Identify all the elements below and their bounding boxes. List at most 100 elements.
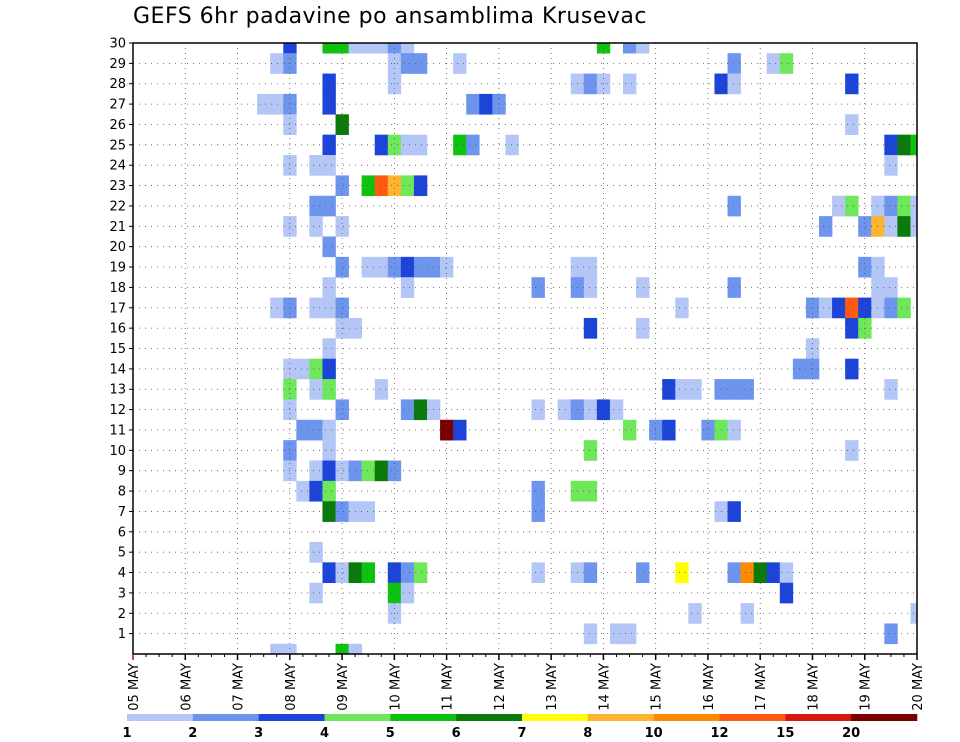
heatmap-cell [309, 419, 323, 441]
y-tick-label: 12 [109, 403, 126, 418]
heatmap-cell [335, 256, 349, 278]
heatmap-cell [858, 216, 872, 237]
colorbar-swatch [851, 714, 918, 721]
heatmap-cell [400, 134, 415, 156]
heatmap-cell [845, 358, 859, 380]
heatmap-cell [322, 43, 336, 54]
y-tick-label: 29 [109, 57, 126, 72]
heatmap-cell [309, 541, 323, 563]
heatmap-cell [740, 562, 754, 584]
x-tick-label: 06 MAY [179, 663, 194, 711]
heatmap-cell [413, 256, 428, 278]
y-tick-label: 5 [118, 546, 126, 561]
colorbar-label: 4 [320, 726, 329, 741]
heatmap-cell [309, 195, 323, 217]
heatmap-cell [845, 440, 859, 461]
heatmap-cell [701, 419, 715, 441]
heatmap-cell [322, 134, 336, 156]
heatmap-cell [309, 155, 323, 176]
heatmap-cell [453, 53, 467, 74]
heatmap-cell [309, 582, 323, 604]
heatmap-cell [845, 317, 859, 339]
colorbar-label: 6 [452, 726, 461, 741]
heatmap-cell [400, 582, 415, 604]
colorbar-swatch [456, 714, 523, 721]
heatmap-cell [779, 53, 794, 74]
x-tick-label: 10 MAY [388, 663, 403, 711]
heatmap-cell [322, 73, 336, 95]
heatmap-cell [335, 460, 349, 482]
heatmap-cell [557, 399, 572, 421]
colorbar-swatch [127, 714, 194, 721]
x-tick-label: 19 MAY [859, 663, 874, 711]
heatmap-cell [322, 277, 336, 298]
heatmap-cell [466, 134, 480, 156]
colorbar-swatch [258, 714, 325, 721]
heatmap-cell [322, 236, 336, 258]
cells-layer [257, 43, 918, 655]
heatmap-cell [623, 419, 637, 441]
colorbar-swatch [324, 714, 391, 721]
x-tick-label: 18 MAY [806, 663, 821, 711]
y-tick-label: 17 [109, 301, 126, 316]
heatmap-cell [583, 623, 598, 645]
y-tick-label: 14 [109, 362, 126, 377]
y-tick-label: 20 [109, 240, 126, 255]
heatmap-cell [753, 562, 768, 584]
heatmap-cell [623, 623, 637, 645]
heatmap-cell [322, 419, 336, 441]
heatmap-cell [479, 93, 493, 115]
heatmap-cell [596, 399, 611, 421]
y-tick-label: 4 [118, 566, 126, 581]
heatmap-cell [387, 175, 402, 197]
y-tick-label: 8 [118, 485, 126, 500]
y-tick-label: 25 [109, 138, 126, 153]
heatmap-cell [583, 73, 598, 95]
heatmap-cell [400, 399, 415, 421]
heatmap-cell [322, 358, 336, 380]
heatmap-cell [466, 93, 480, 115]
heatmap-cell [675, 297, 689, 319]
heatmap-cell [675, 379, 689, 400]
heatmap-cell [727, 277, 741, 298]
heatmap-cell [832, 195, 846, 217]
y-tick-label: 10 [109, 444, 126, 459]
heatmap-cell [623, 43, 637, 54]
colorbar-swatch [785, 714, 852, 721]
heatmap-cell [400, 277, 415, 298]
heatmap-cell [296, 358, 310, 380]
colorbar-label: 8 [583, 726, 592, 741]
x-tick-label: 12 MAY [493, 663, 508, 711]
heatmap-cell [727, 562, 741, 584]
y-tick-label: 18 [109, 281, 126, 296]
heatmap-cell [361, 43, 376, 54]
colorbar-label: 3 [254, 726, 263, 741]
heatmap-cell [845, 114, 859, 135]
heatmap-cell [727, 53, 741, 74]
heatmap-cell [361, 562, 376, 584]
heatmap-cell [322, 93, 336, 115]
heatmap-cell [531, 277, 545, 298]
heatmap-cell [531, 399, 545, 421]
heatmap-cell [884, 134, 898, 156]
heatmap-cell [400, 43, 415, 54]
heatmap-cell [858, 256, 872, 278]
heatmap-cell [805, 297, 820, 319]
heatmap-cell [727, 73, 741, 95]
heatmap-cell [675, 562, 689, 584]
heatmap-cell [374, 460, 389, 482]
heatmap-cell [845, 73, 859, 95]
y-tick-label: 28 [109, 77, 126, 92]
heatmap-cell [322, 562, 336, 584]
heatmap-cell [740, 379, 754, 400]
y-tick-label: 7 [118, 505, 126, 520]
heatmap-cell [583, 277, 598, 298]
y-axis: 1234567891011121314151617181920212223242… [109, 37, 133, 642]
y-tick-label: 27 [109, 98, 126, 113]
heatmap-cell [283, 643, 297, 655]
heatmap-cell [453, 134, 467, 156]
heatmap-cell [636, 317, 650, 339]
y-tick-label: 3 [118, 586, 126, 601]
heatmap-cell [361, 175, 376, 197]
y-tick-label: 13 [109, 383, 126, 398]
